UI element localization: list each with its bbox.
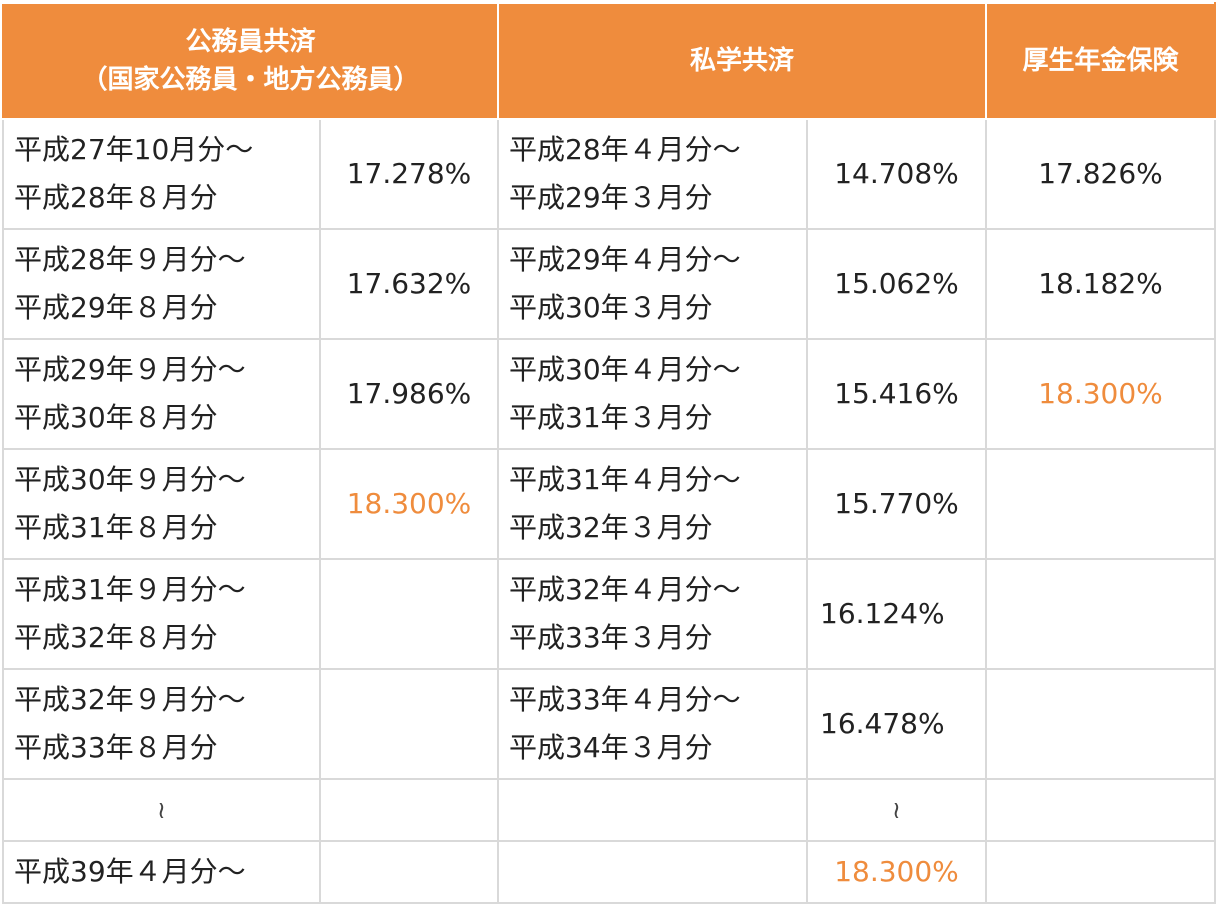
koumuin-period-cell: 平成30年９月分〜 平成31年８月分 bbox=[2, 448, 321, 560]
shigaku-period-cell: 平成32年４月分〜 平成33年３月分 bbox=[497, 558, 808, 670]
koumuin-period-end: 平成28年８月分 bbox=[14, 181, 218, 214]
kousei-rate: 18.182% bbox=[985, 228, 1216, 340]
header-koumuin-line2: （国家公務員・地方公務員） bbox=[81, 65, 420, 95]
koumuin-rate: 17.278% bbox=[319, 118, 499, 230]
kousei-rate bbox=[985, 558, 1216, 670]
koumuin-period-end: 平成29年８月分 bbox=[14, 291, 218, 324]
koumuin-rate: 17.986% bbox=[319, 338, 499, 450]
koumuin-period-cell: 平成29年９月分〜 平成30年８月分 bbox=[2, 338, 321, 450]
kousei-rate-highlight: 18.300% bbox=[985, 338, 1216, 450]
shigaku-rate: 15.062% bbox=[806, 228, 987, 340]
koumuin-period-start: 平成30年９月分〜 bbox=[14, 463, 246, 496]
koumuin-period-end: 平成32年８月分 bbox=[14, 621, 218, 654]
table-row: 平成31年９月分〜 平成32年８月分 平成32年４月分〜 平成33年３月分 16… bbox=[2, 558, 1216, 670]
table-row: 平成30年９月分〜 平成31年８月分 18.300% 平成31年４月分〜 平成3… bbox=[2, 448, 1216, 560]
shigaku-final-rate-highlight: 18.300% bbox=[806, 840, 987, 904]
empty-cell bbox=[497, 778, 808, 842]
shigaku-rate: 15.770% bbox=[806, 448, 987, 560]
empty-cell bbox=[319, 840, 499, 904]
shigaku-period-start: 平成33年４月分〜 bbox=[509, 683, 741, 716]
shigaku-rate: 15.416% bbox=[806, 338, 987, 450]
shigaku-period-start: 平成32年４月分〜 bbox=[509, 573, 741, 606]
shigaku-period-end: 平成33年３月分 bbox=[509, 621, 713, 654]
kousei-rate: 17.826% bbox=[985, 118, 1216, 230]
koumuin-period-start: 平成32年９月分〜 bbox=[14, 683, 246, 716]
koumuin-period-start: 平成31年９月分〜 bbox=[14, 573, 246, 606]
koumuin-period-end: 平成30年８月分 bbox=[14, 401, 218, 434]
table-row: 平成28年９月分〜 平成29年８月分 17.632% 平成29年４月分〜 平成3… bbox=[2, 228, 1216, 340]
koumuin-period-start: 平成28年９月分〜 bbox=[14, 243, 246, 276]
shigaku-period-cell: 平成33年４月分〜 平成34年３月分 bbox=[497, 668, 808, 780]
koumuin-period-cell: 平成28年９月分〜 平成29年８月分 bbox=[2, 228, 321, 340]
shigaku-rate: 14.708% bbox=[806, 118, 987, 230]
shigaku-period-start: 平成29年４月分〜 bbox=[509, 243, 741, 276]
shigaku-period-end: 平成31年３月分 bbox=[509, 401, 713, 434]
shigaku-period-cell: 平成30年４月分〜 平成31年３月分 bbox=[497, 338, 808, 450]
shigaku-period-end: 平成30年３月分 bbox=[509, 291, 713, 324]
koumuin-period-start: 平成29年９月分〜 bbox=[14, 353, 246, 386]
table-row: 平成32年９月分〜 平成33年８月分 平成33年４月分〜 平成34年３月分 16… bbox=[2, 668, 1216, 780]
header-koumuin-line1: 公務員共済 bbox=[185, 27, 316, 57]
shigaku-rate: 16.124% bbox=[806, 558, 987, 670]
header-koumuin-kyousai: 公務員共済 （国家公務員・地方公務員） bbox=[2, 2, 499, 120]
header-kousei-nenkin: 厚生年金保険 bbox=[985, 2, 1216, 120]
header-row: 公務員共済 （国家公務員・地方公務員） 私学共済 厚生年金保険 bbox=[2, 2, 1216, 120]
empty-cell bbox=[985, 840, 1216, 904]
table-row: 平成27年10月分〜 平成28年８月分 17.278% 平成28年４月分〜 平成… bbox=[2, 118, 1216, 230]
final-row: 平成39年４月分〜 18.300% bbox=[2, 840, 1216, 904]
koumuin-rate bbox=[319, 558, 499, 670]
shigaku-period-start: 平成31年４月分〜 bbox=[509, 463, 741, 496]
koumuin-period-end: 平成33年８月分 bbox=[14, 731, 218, 764]
kousei-rate bbox=[985, 668, 1216, 780]
koumuin-final-period: 平成39年４月分〜 bbox=[2, 840, 321, 904]
koumuin-period-cell: 平成31年９月分〜 平成32年８月分 bbox=[2, 558, 321, 670]
koumuin-rate-highlight: 18.300% bbox=[319, 448, 499, 560]
table-row: 平成29年９月分〜 平成30年８月分 17.986% 平成30年４月分〜 平成3… bbox=[2, 338, 1216, 450]
empty-cell bbox=[319, 778, 499, 842]
koumuin-period-start: 平成27年10月分〜 bbox=[14, 133, 254, 166]
empty-cell bbox=[497, 840, 808, 904]
shigaku-period-cell: 平成28年４月分〜 平成29年３月分 bbox=[497, 118, 808, 230]
koumuin-omission-mark: ≀ bbox=[2, 778, 321, 842]
koumuin-rate: 17.632% bbox=[319, 228, 499, 340]
shigaku-period-end: 平成34年３月分 bbox=[509, 731, 713, 764]
koumuin-period-cell: 平成27年10月分〜 平成28年８月分 bbox=[2, 118, 321, 230]
kousei-rate bbox=[985, 448, 1216, 560]
koumuin-rate bbox=[319, 668, 499, 780]
shigaku-period-end: 平成32年３月分 bbox=[509, 511, 713, 544]
koumuin-period-cell: 平成32年９月分〜 平成33年８月分 bbox=[2, 668, 321, 780]
shigaku-period-start: 平成30年４月分〜 bbox=[509, 353, 741, 386]
shigaku-period-cell: 平成29年４月分〜 平成30年３月分 bbox=[497, 228, 808, 340]
shigaku-period-cell: 平成31年４月分〜 平成32年３月分 bbox=[497, 448, 808, 560]
shigaku-period-start: 平成28年４月分〜 bbox=[509, 133, 741, 166]
shigaku-omission-mark: ≀ bbox=[806, 778, 987, 842]
shigaku-period-end: 平成29年３月分 bbox=[509, 181, 713, 214]
shigaku-rate: 16.478% bbox=[806, 668, 987, 780]
empty-cell bbox=[985, 778, 1216, 842]
omission-row: ≀ ≀ bbox=[2, 778, 1216, 842]
header-shigaku-kyousai: 私学共済 bbox=[497, 2, 987, 120]
koumuin-period-end: 平成31年８月分 bbox=[14, 511, 218, 544]
